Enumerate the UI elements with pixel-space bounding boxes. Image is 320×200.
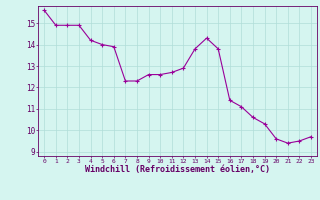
X-axis label: Windchill (Refroidissement éolien,°C): Windchill (Refroidissement éolien,°C) <box>85 165 270 174</box>
